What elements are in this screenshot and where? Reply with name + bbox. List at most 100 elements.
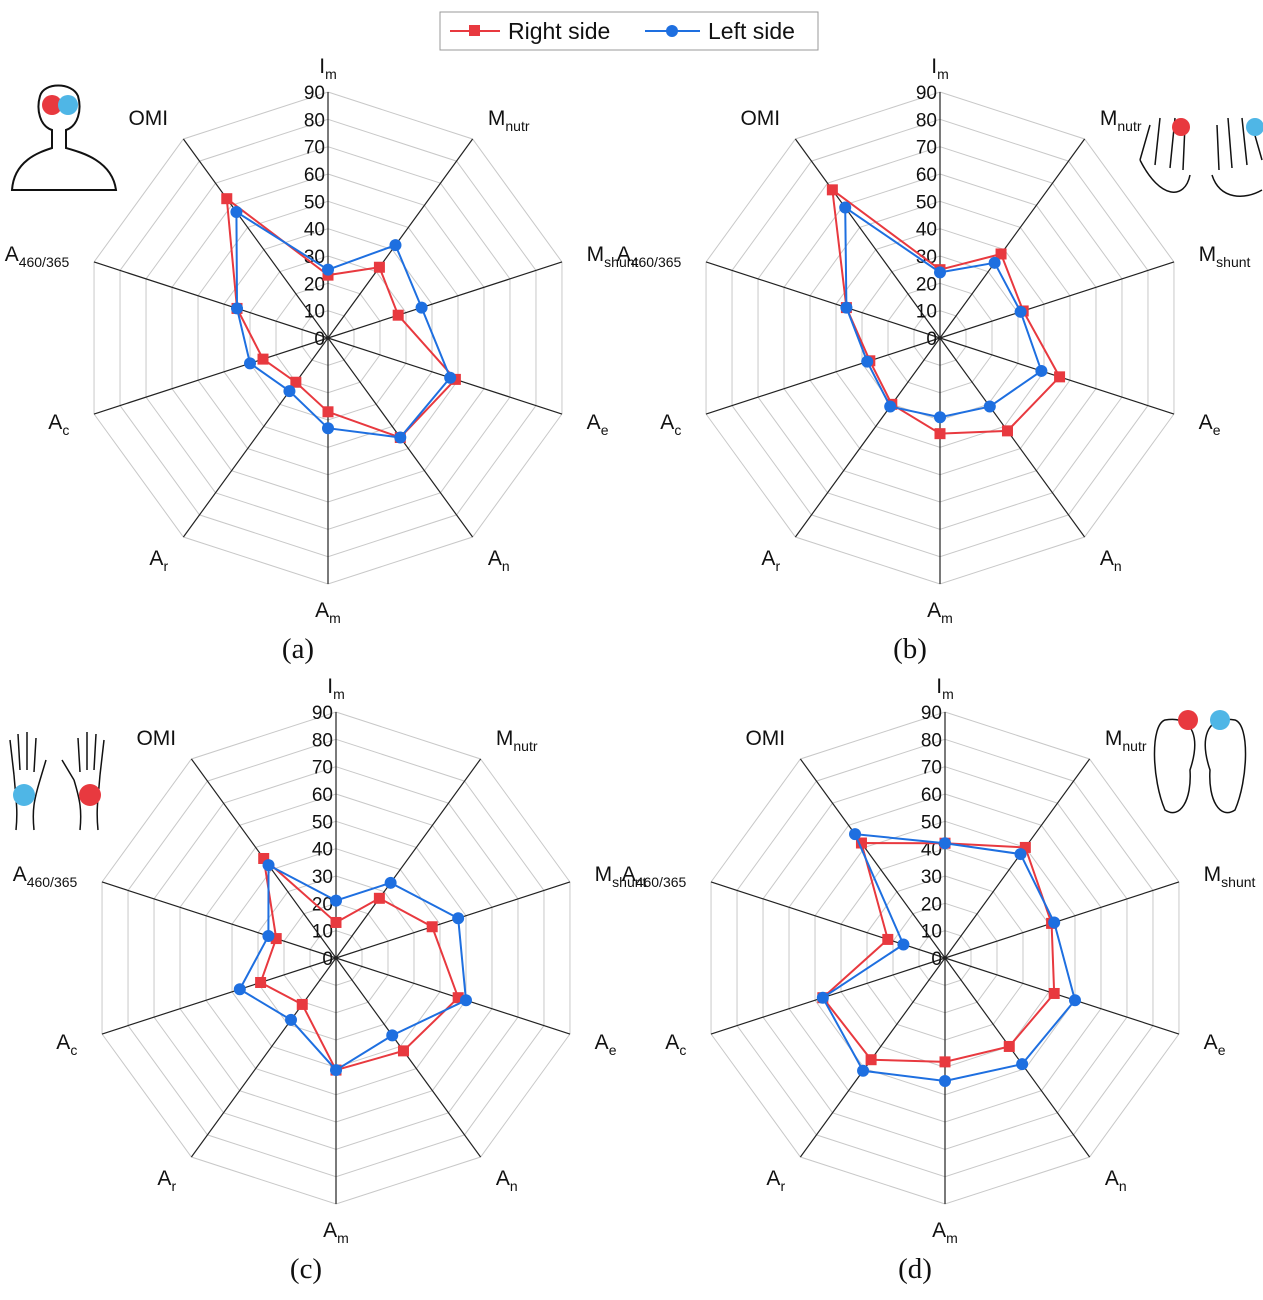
data-point <box>330 1064 342 1076</box>
data-point <box>393 310 404 321</box>
series-line <box>236 212 450 438</box>
data-point <box>1069 994 1081 1006</box>
data-point <box>374 893 385 904</box>
category-label: An <box>496 1167 518 1194</box>
category-sub: r <box>775 558 780 574</box>
data-point <box>882 934 893 945</box>
category-main: M <box>1204 863 1222 886</box>
r-tick-label: 10 <box>921 922 942 943</box>
r-tick-label: 90 <box>304 83 325 104</box>
data-point <box>1049 988 1060 999</box>
category-main: A <box>761 547 775 570</box>
category-sub: 460/365 <box>636 874 687 890</box>
r-tick-label: 20 <box>916 274 937 295</box>
category-label: Mshunt <box>1204 863 1256 890</box>
axis-spoke <box>102 882 336 958</box>
category-label: Im <box>319 55 337 82</box>
category-label: Ac <box>665 1031 686 1058</box>
data-point <box>939 837 951 849</box>
data-point <box>323 406 334 417</box>
series-line <box>261 858 459 1070</box>
r-tick-label: 70 <box>921 758 942 779</box>
category-label: Ae <box>1199 411 1221 438</box>
category-sub: e <box>1213 422 1221 438</box>
data-point <box>221 193 232 204</box>
data-point <box>1054 371 1065 382</box>
category-sub: e <box>609 1042 617 1058</box>
category-main: A <box>595 1031 609 1054</box>
r-tick-label: 50 <box>921 812 942 833</box>
caption: (b) <box>893 633 927 665</box>
icon-feet <box>1154 710 1245 813</box>
data-point <box>231 302 243 314</box>
category-label: OMI <box>745 727 785 750</box>
data-point <box>427 921 438 932</box>
category-label: Am <box>315 599 341 626</box>
data-point <box>452 912 464 924</box>
axis-spoke <box>940 139 1085 338</box>
series-line <box>823 834 1075 1081</box>
data-point <box>255 977 266 988</box>
category-sub: nutr <box>505 118 529 134</box>
radar-chart: ImMnutrMshuntAeAnAmArAcA460/365OMI010203… <box>13 675 647 1285</box>
r-tick-label: 10 <box>304 302 325 323</box>
r-tick-label: 40 <box>312 840 333 861</box>
category-label: Am <box>932 1219 958 1246</box>
data-point <box>1048 917 1060 929</box>
data-point <box>244 357 256 369</box>
category-sub: shunt <box>1216 254 1250 270</box>
data-point <box>389 239 401 251</box>
category-label: Mnutr <box>488 107 530 134</box>
category-main: A <box>48 411 62 434</box>
data-point <box>817 992 829 1004</box>
data-point <box>262 930 274 942</box>
category-sub: n <box>510 1178 518 1194</box>
category-sub: c <box>679 1042 686 1058</box>
r-tick-label: 70 <box>304 138 325 159</box>
category-main: M <box>1100 107 1118 130</box>
r-tick-label: 50 <box>312 812 333 833</box>
data-point <box>1035 365 1047 377</box>
data-point <box>984 401 996 413</box>
data-point <box>940 1056 951 1067</box>
category-main: A <box>157 1167 171 1190</box>
category-label: Ae <box>1204 1031 1226 1058</box>
category-label: A460/365 <box>13 863 78 890</box>
category-label: Am <box>323 1219 349 1246</box>
category-label: A460/365 <box>5 243 70 270</box>
figure: Right side Left side ImMnutrMshuntAeAnAm… <box>0 0 1263 1295</box>
category-sub: m <box>325 66 337 82</box>
icon-wrists <box>10 732 104 830</box>
icon-fingers <box>1140 118 1263 196</box>
r-tick-label: 30 <box>921 867 942 888</box>
data-point <box>1002 425 1013 436</box>
category-sub: 460/365 <box>631 254 682 270</box>
data-point <box>866 1054 877 1065</box>
category-label: Ar <box>761 547 780 574</box>
r-tick-label: 80 <box>916 110 937 131</box>
category-label: Im <box>931 55 949 82</box>
r-tick-label: 90 <box>916 83 937 104</box>
data-point <box>1015 848 1027 860</box>
category-main: A <box>56 1031 70 1054</box>
data-point <box>386 1029 398 1041</box>
data-point <box>857 1065 869 1077</box>
category-main: A <box>1105 1167 1119 1190</box>
r-tick-label: 40 <box>304 220 325 241</box>
data-point <box>330 895 342 907</box>
data-point <box>416 302 428 314</box>
category-main: M <box>1105 727 1123 750</box>
category-main: A <box>622 863 636 886</box>
category-label: A460/365 <box>617 243 682 270</box>
data-point <box>861 356 873 368</box>
category-label: Mnutr <box>1105 727 1147 754</box>
category-label: Ac <box>48 411 69 438</box>
r-tick-label: 0 <box>931 949 942 970</box>
data-point <box>444 372 456 384</box>
data-point <box>827 184 838 195</box>
r-tick-label: 30 <box>312 867 333 888</box>
category-main: A <box>660 411 674 434</box>
data-point <box>1016 1058 1028 1070</box>
data-point <box>934 411 946 423</box>
r-tick-label: 40 <box>916 220 937 241</box>
